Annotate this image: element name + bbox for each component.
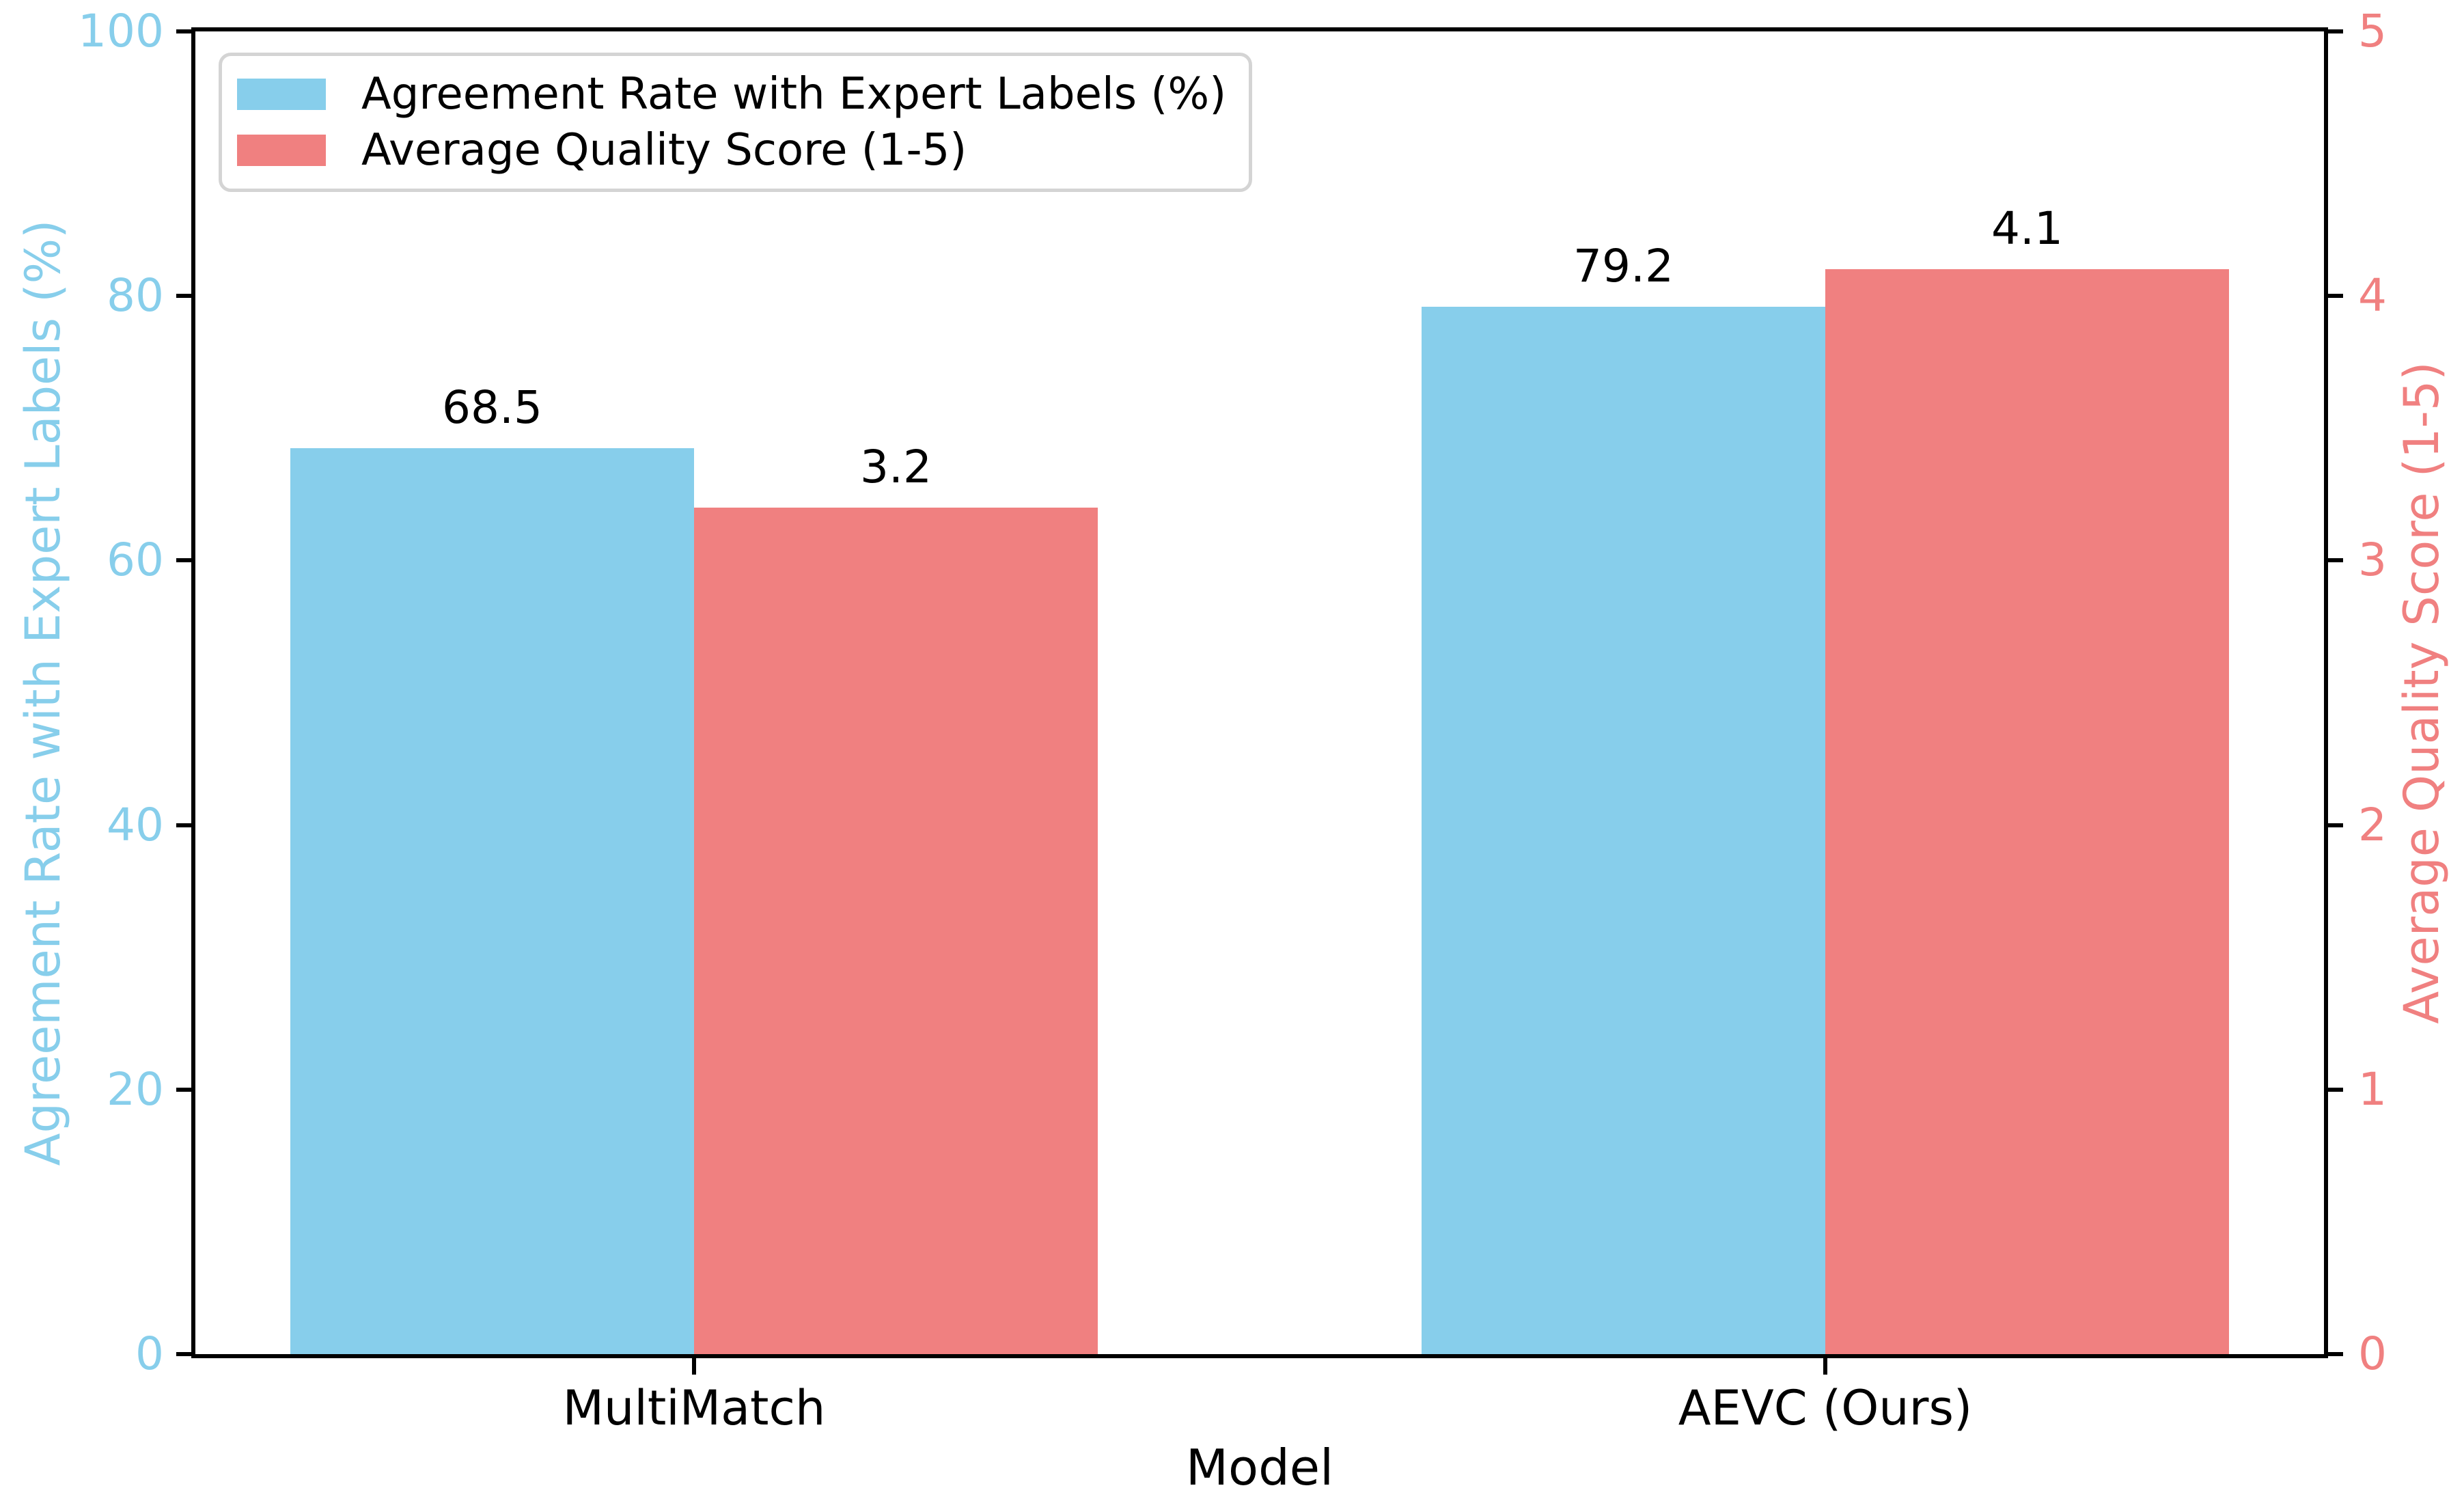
legend-label: Average Quality Score (1-5) <box>361 125 967 176</box>
bar-value-label: 79.2 <box>1573 240 1674 292</box>
right-tick-mark <box>2328 823 2343 827</box>
left-tick-mark <box>176 558 191 563</box>
right-tick-mark <box>2328 29 2343 33</box>
bar-value-label: 4.1 <box>1991 202 2063 255</box>
x-tick-label-2: AEVC (Ours) <box>1678 1380 1973 1436</box>
left-y-axis-label: Agreement Rate with Expert Labels (%) <box>15 219 71 1166</box>
right-tick-label: 5 <box>2358 5 2387 57</box>
left-tick-label: 60 <box>107 534 164 587</box>
legend: Agreement Rate with Expert Labels (%) Ave… <box>219 53 1252 192</box>
right-tick-label: 4 <box>2358 269 2387 322</box>
bar-value-label: 68.5 <box>442 381 542 434</box>
right-y-axis-label: Average Quality Score (1-5) <box>2394 361 2450 1024</box>
right-tick-mark <box>2328 1087 2343 1092</box>
left-tick-mark <box>176 823 191 827</box>
left-tick-mark <box>176 29 191 33</box>
right-tick-label: 3 <box>2358 534 2387 587</box>
left-tick-label: 0 <box>135 1327 164 1380</box>
left-tick-label: 20 <box>107 1062 164 1116</box>
right-tick-label: 2 <box>2358 798 2387 851</box>
legend-label: Agreement Rate with Expert Labels (%) <box>361 69 1227 120</box>
bar-quality-2 <box>1825 269 2229 1354</box>
bar-value-label: 3.2 <box>860 441 932 493</box>
x-tick-mark <box>1823 1358 1827 1375</box>
left-tick-mark <box>176 1352 191 1356</box>
right-tick-label: 0 <box>2358 1327 2387 1380</box>
legend-swatch-agreement <box>237 79 326 110</box>
left-tick-label: 100 <box>78 5 164 57</box>
right-tick-mark <box>2328 294 2343 299</box>
plot-area <box>191 27 2328 1358</box>
left-tick-mark <box>176 294 191 299</box>
left-tick-mark <box>176 1087 191 1092</box>
right-tick-mark <box>2328 1352 2343 1356</box>
bar-quality-1 <box>694 508 1098 1354</box>
right-tick-mark <box>2328 558 2343 563</box>
x-axis-label: Model <box>1185 1439 1334 1496</box>
legend-row-1: Agreement Rate with Expert Labels (%) <box>237 72 1235 116</box>
legend-swatch-quality <box>237 135 326 166</box>
right-tick-label: 1 <box>2358 1062 2387 1116</box>
left-tick-label: 40 <box>107 798 164 851</box>
x-tick-label-1: MultiMatch <box>562 1380 826 1436</box>
bar-agreement-2 <box>1422 307 1825 1354</box>
x-tick-mark <box>692 1358 696 1375</box>
left-tick-label: 80 <box>107 269 164 322</box>
bar-agreement-1 <box>290 448 694 1354</box>
legend-row-2: Average Quality Score (1-5) <box>237 128 1235 172</box>
